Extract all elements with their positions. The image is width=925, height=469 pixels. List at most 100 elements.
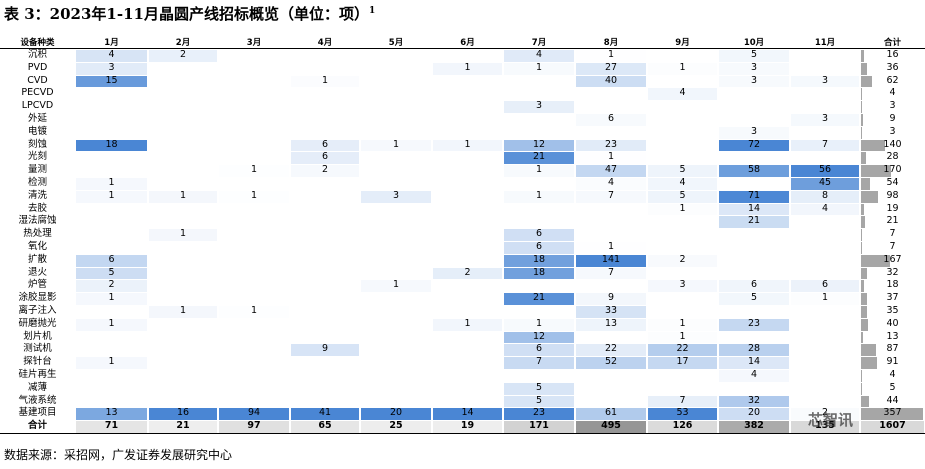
cell	[790, 100, 860, 113]
cell	[790, 49, 860, 62]
cell	[360, 254, 432, 267]
cell	[290, 356, 360, 369]
cell-shade	[648, 203, 717, 216]
cell: 18	[503, 254, 575, 267]
total-bar	[861, 318, 868, 331]
table-row: 离子注入 1 1 33 35	[0, 305, 925, 318]
cell-shade	[504, 421, 574, 433]
cell	[718, 177, 790, 190]
cell	[432, 254, 503, 267]
cell-value: 5	[679, 164, 686, 176]
cell	[218, 318, 290, 331]
cell	[218, 369, 290, 382]
cell: 2	[790, 407, 860, 421]
cell-value: 71	[104, 420, 119, 432]
cell-value: 6	[535, 343, 543, 355]
cell-value: 23	[532, 407, 546, 419]
cell-value: 2	[179, 49, 187, 60]
cell: 33	[575, 305, 647, 318]
total-bar	[861, 139, 886, 152]
total-cell: 7	[860, 228, 925, 241]
table-row: 刻蚀 18 6 1 1 12 23 72 7 140	[0, 139, 925, 152]
cell: 2	[75, 279, 148, 293]
cell-shade	[361, 421, 431, 433]
cell-value: 20	[747, 407, 761, 419]
cell: 2	[647, 254, 718, 267]
watermark: 芯智讯	[808, 411, 854, 429]
cell: 7	[575, 267, 647, 280]
cell	[575, 395, 647, 408]
total-cell: 16	[860, 49, 925, 62]
cell: 5	[503, 382, 575, 395]
row-label: 研磨抛光	[18, 317, 57, 329]
cell: 22	[575, 343, 647, 357]
cell: 1	[75, 318, 148, 331]
cell-value: 17	[676, 356, 689, 368]
cell-shade	[576, 318, 646, 331]
cell-value: 12	[532, 138, 546, 150]
cell	[148, 126, 218, 139]
row-label: LPCVD	[21, 100, 54, 112]
cell	[718, 267, 790, 280]
cell	[575, 87, 647, 100]
cell-shade	[504, 293, 574, 305]
total-cell: 19	[860, 203, 925, 216]
cell-value: 1	[179, 304, 187, 316]
total-cell: 7	[860, 241, 925, 254]
row-label: 探针台	[23, 356, 52, 368]
cell-value: 5	[108, 266, 115, 278]
cell: 3	[790, 113, 860, 126]
cell-value: 1	[607, 240, 615, 252]
cell-shade	[219, 408, 289, 421]
cell-value: 18	[105, 138, 118, 150]
cell-shade	[576, 305, 646, 318]
cell: 3	[647, 279, 718, 293]
cell-value: 7	[535, 356, 543, 368]
total-cell: 5	[860, 382, 925, 395]
cell	[290, 382, 360, 395]
cell-value: 4	[750, 368, 758, 380]
cell-value: 4	[679, 176, 686, 188]
cell-value: 28	[747, 343, 761, 355]
cell-value: 21	[747, 215, 761, 227]
cell: 2	[432, 267, 503, 280]
cell	[432, 343, 503, 356]
column-header: 合计	[860, 35, 925, 49]
cell-shade	[576, 165, 646, 177]
cell	[360, 100, 432, 113]
cell-value: 3	[108, 61, 115, 73]
cell	[75, 215, 148, 228]
row-label: 热处理	[23, 228, 52, 240]
cell	[718, 305, 790, 318]
total-bar	[861, 280, 865, 293]
cell-value: 1	[392, 138, 400, 150]
total-value: 37	[886, 292, 899, 304]
table-row: 涂胶显影 1 21 9 5 1 37	[0, 292, 925, 305]
cell-shade	[648, 190, 717, 203]
row-label: 扩散	[27, 253, 47, 265]
cell-shade	[361, 139, 431, 152]
cell	[218, 279, 290, 292]
cell	[432, 305, 503, 318]
cell-value: 22	[676, 343, 689, 355]
cell-shade	[576, 254, 646, 267]
cell	[360, 356, 432, 369]
table-row: 减薄 5 5	[0, 382, 925, 395]
cell-value: 8	[821, 189, 829, 201]
cell: 1	[218, 164, 290, 177]
total-bar	[861, 50, 864, 62]
cell-shade	[504, 190, 574, 203]
cell-shade	[791, 280, 859, 293]
title-text: 表 3：2023年1-11月晶圆产线招标概览（单位：项）	[4, 5, 369, 23]
cell	[647, 113, 718, 126]
cell-value: 7	[679, 394, 686, 406]
cell-value: 4	[108, 49, 115, 60]
cell-value: 6	[535, 228, 543, 240]
cell	[432, 382, 503, 395]
cell-shade	[648, 88, 717, 101]
cell-value: 7	[607, 189, 615, 201]
cell	[360, 395, 432, 408]
cell: 8	[790, 190, 860, 203]
cell-value: 32	[747, 394, 761, 406]
